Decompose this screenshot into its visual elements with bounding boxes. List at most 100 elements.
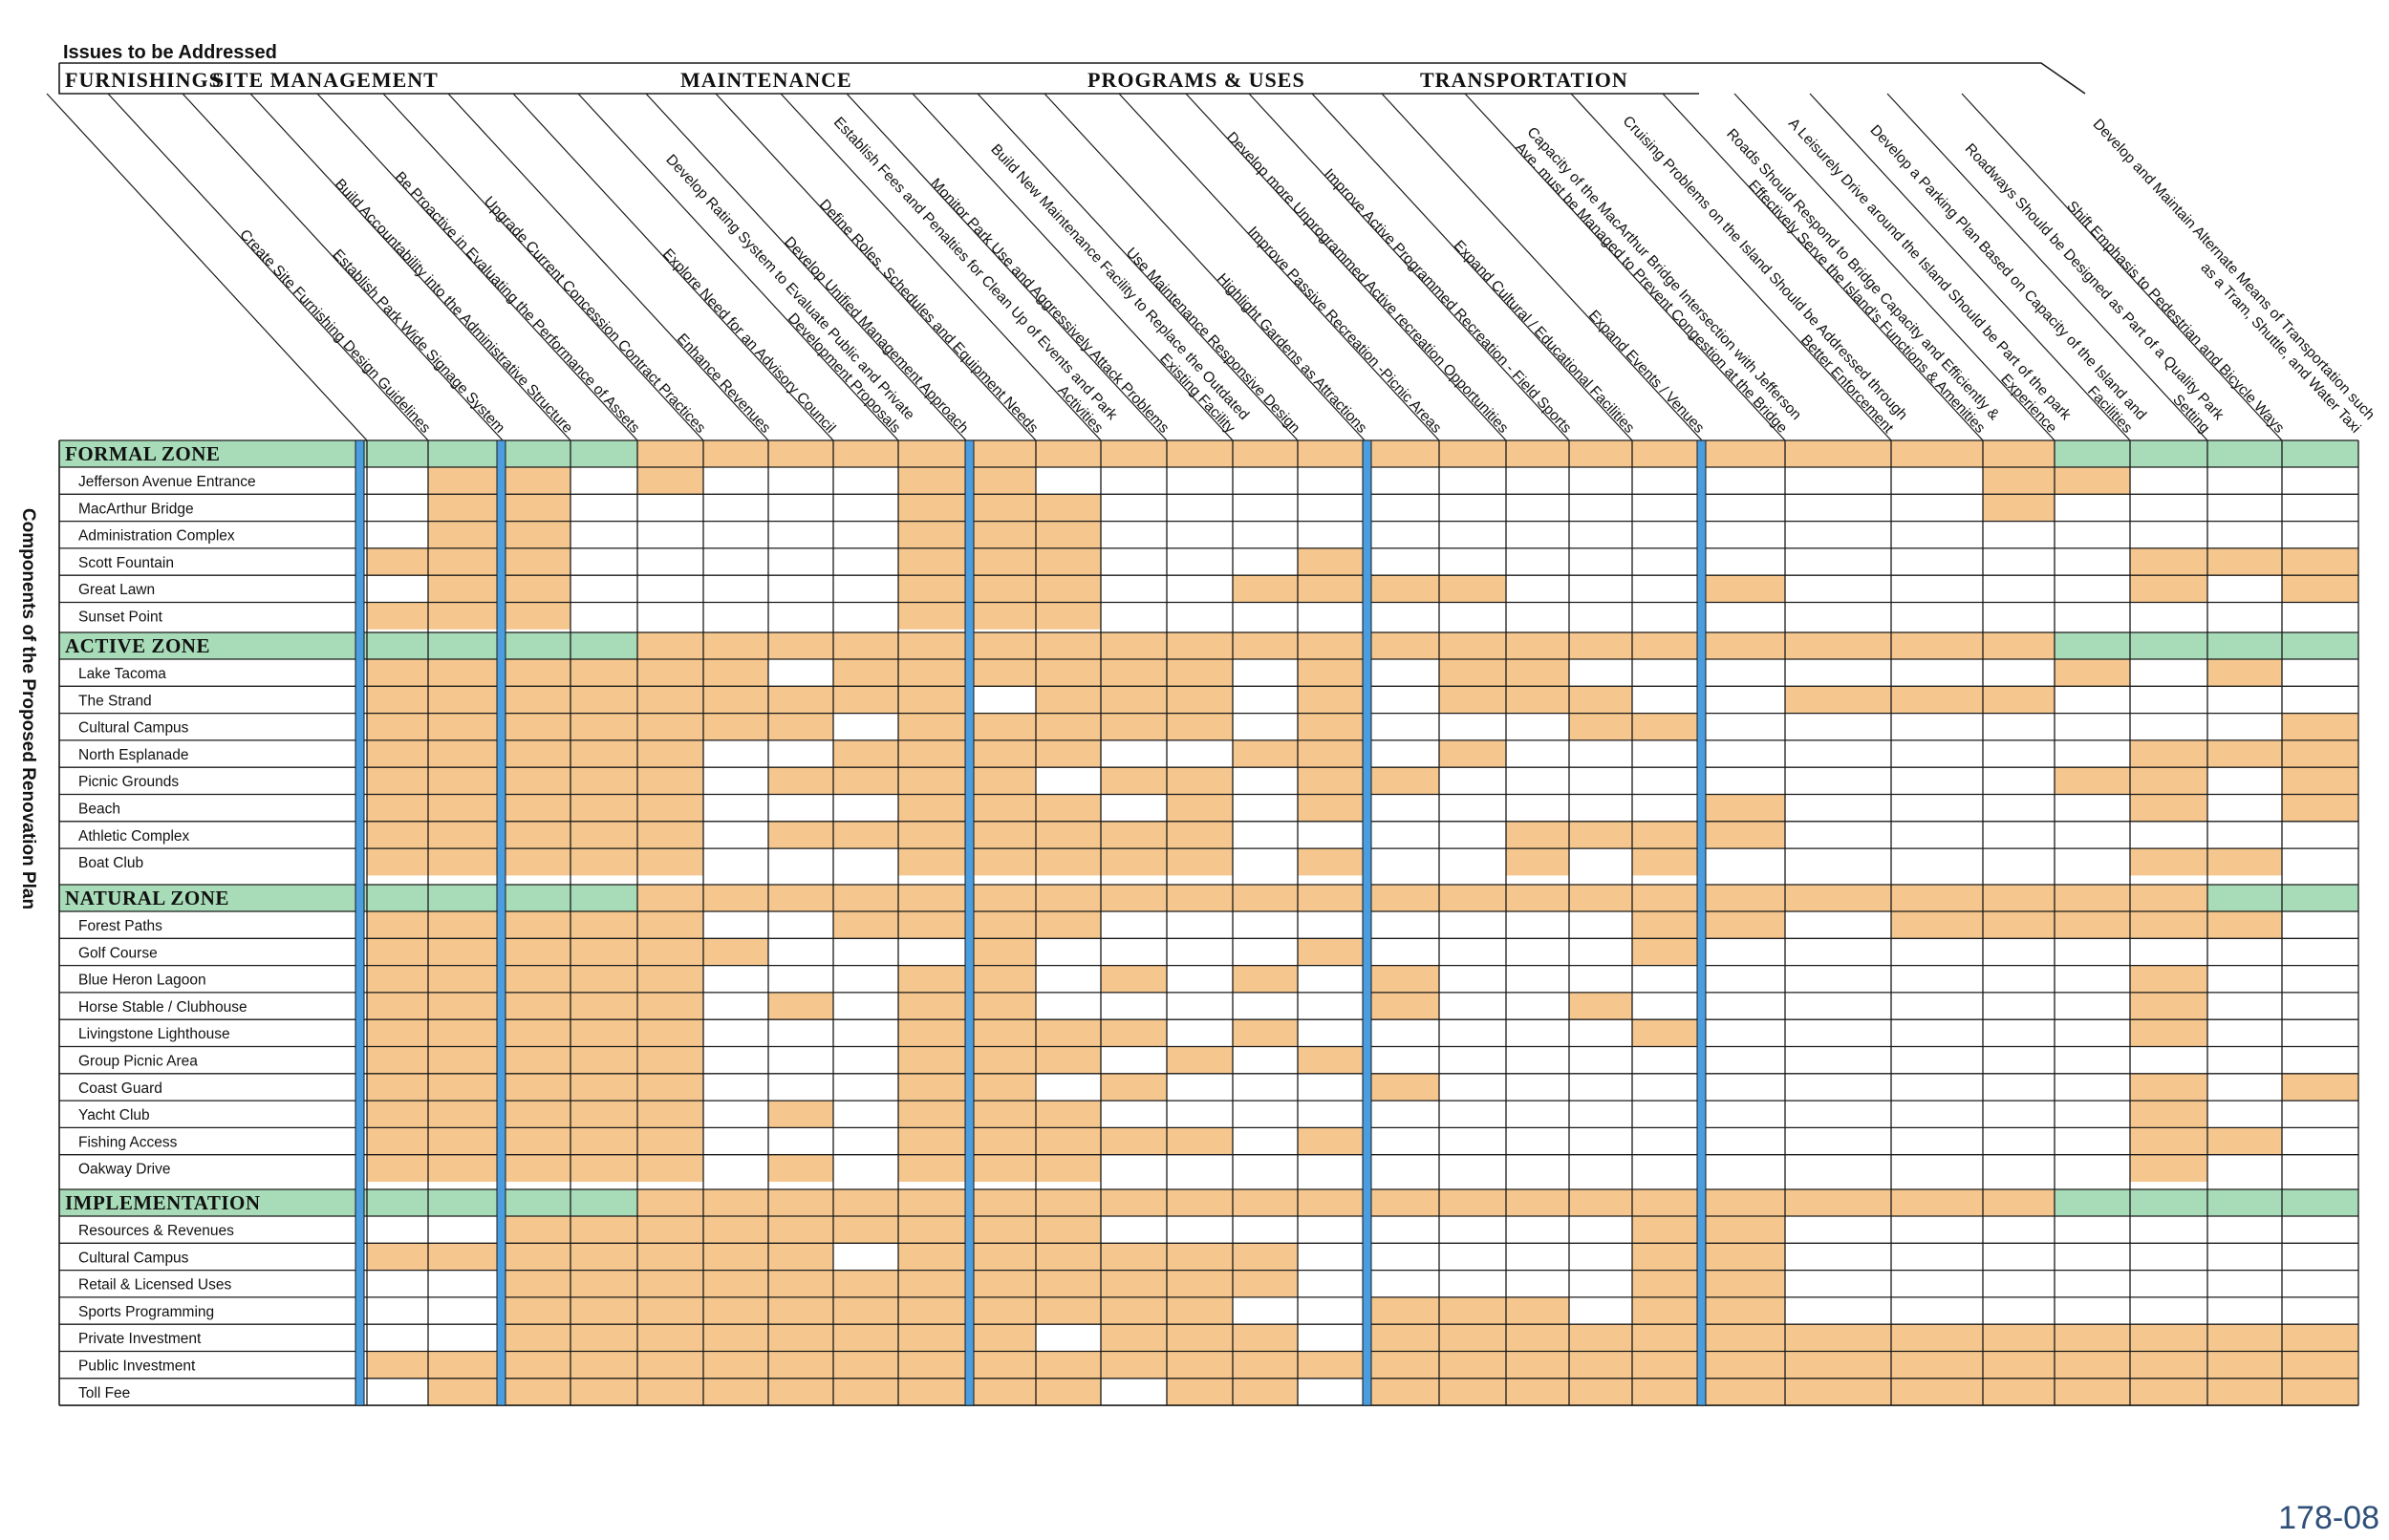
matrix-cell-marked <box>428 1351 503 1379</box>
matrix-cell-marked <box>768 992 833 1020</box>
matrix-cell-marked <box>367 659 428 687</box>
matrix-cell-empty <box>1785 659 1891 687</box>
matrix-cell-empty <box>1439 1216 1506 1244</box>
matrix-cell-empty <box>1101 1101 1167 1128</box>
matrix-cell-marked <box>2282 575 2358 603</box>
matrix-cell-marked <box>428 1378 503 1406</box>
matrix-cell-empty <box>1233 1216 1298 1244</box>
matrix-cell-marked <box>367 686 428 714</box>
matrix-cell-marked <box>637 686 703 714</box>
matrix-cell-empty <box>833 547 898 576</box>
matrix-cell-empty <box>1167 965 1233 993</box>
section-header-cell <box>768 440 833 467</box>
matrix-cell-empty <box>1365 494 1439 522</box>
matrix-cell-empty <box>1365 713 1439 740</box>
matrix-cell-marked <box>768 1154 833 1182</box>
section-header-cell <box>768 1189 833 1216</box>
matrix-cell-empty <box>768 467 833 495</box>
matrix-cell-marked <box>1233 1378 1298 1406</box>
matrix-cell-marked <box>966 467 1036 495</box>
matrix-cell-marked <box>1036 848 1101 876</box>
matrix-cell-marked <box>966 547 1036 576</box>
matrix-cell-marked <box>503 494 570 522</box>
matrix-cell-empty <box>2130 1243 2207 1271</box>
matrix-cell-empty <box>2055 794 2130 822</box>
matrix-cell-empty <box>2055 848 2130 876</box>
section-header-cell <box>1298 885 1365 911</box>
matrix-cell-empty <box>2130 659 2207 687</box>
matrix-cell-empty <box>367 521 428 548</box>
matrix-cell-empty <box>2207 467 2282 495</box>
matrix-cell-empty <box>2055 992 2130 1020</box>
section-header-cell <box>1439 1189 1506 1216</box>
matrix-cell-marked <box>898 794 966 822</box>
matrix-cell-empty <box>1891 1243 1983 1271</box>
section-header-cell <box>1632 885 1702 911</box>
matrix-cell-marked <box>1569 1351 1632 1379</box>
matrix-cell-empty <box>570 521 637 548</box>
matrix-cell-marked <box>2130 1019 2207 1047</box>
row-label: Public Investment <box>78 1358 196 1375</box>
matrix-cell-marked <box>1036 911 1101 939</box>
matrix-cell-marked <box>1891 1351 1983 1379</box>
matrix-cell-empty <box>1785 1296 1891 1325</box>
column-header-label: Development Proposals <box>785 310 904 437</box>
matrix-cell-empty <box>1785 713 1891 740</box>
category-separator-bar <box>964 439 975 1406</box>
matrix-cell-empty <box>1506 1046 1569 1074</box>
matrix-cell-empty <box>1101 494 1167 522</box>
matrix-cell-empty <box>1702 1127 1785 1155</box>
matrix-cell-empty <box>2207 992 2282 1020</box>
matrix-cell-empty <box>1632 467 1702 495</box>
matrix-cell-empty <box>1632 965 1702 993</box>
row-label: Cultural Campus <box>78 720 189 737</box>
matrix-cell-marked <box>898 767 966 795</box>
matrix-cell-empty <box>1632 739 1702 768</box>
matrix-cell-empty <box>703 1127 768 1155</box>
matrix-cell-empty <box>2282 1127 2358 1155</box>
matrix-cell-marked <box>503 467 570 495</box>
row-label: Coast Guard <box>78 1080 162 1097</box>
matrix-cell-empty <box>1785 1019 1891 1047</box>
matrix-cell-marked <box>503 686 570 714</box>
matrix-cell-empty <box>1702 1154 1785 1182</box>
matrix-cell-marked <box>1167 848 1233 876</box>
section-header-cell <box>966 440 1036 467</box>
section-header-cell <box>2055 885 2130 911</box>
row-label: Retail & Licensed Uses <box>78 1277 231 1294</box>
matrix-cell-empty <box>1785 1243 1891 1271</box>
matrix-cell-empty <box>833 848 898 876</box>
matrix-cell-empty <box>1365 848 1439 876</box>
section-header-cell <box>966 632 1036 659</box>
matrix-cell-marked <box>1785 1378 1891 1406</box>
matrix-cell-marked <box>2207 1127 2282 1155</box>
matrix-cell-marked <box>1167 1351 1233 1379</box>
section-header-cell <box>1101 1189 1167 1216</box>
matrix-cell-marked <box>2207 848 2282 876</box>
row-label: Sunset Point <box>78 610 163 626</box>
matrix-cell-empty <box>1891 521 1983 548</box>
matrix-cell-empty <box>1983 739 2055 768</box>
section-header-cell <box>768 632 833 659</box>
section-header-cell <box>637 885 703 911</box>
matrix-cell-marked <box>898 467 966 495</box>
matrix-cell-empty <box>2130 938 2207 966</box>
matrix-cell-empty <box>1439 992 1506 1020</box>
matrix-cell-empty <box>1506 767 1569 795</box>
matrix-cell-marked <box>1702 794 1785 822</box>
matrix-cell-marked <box>428 1019 503 1047</box>
matrix-cell-marked <box>428 686 503 714</box>
matrix-cell-empty <box>2055 1154 2130 1182</box>
section-header-cell <box>1167 885 1233 911</box>
matrix-cell-marked <box>1983 911 2055 939</box>
matrix-cell-empty <box>1506 602 1569 630</box>
matrix-cell-empty <box>367 575 428 603</box>
section-header-cell <box>898 632 966 659</box>
matrix-cell-marked <box>428 965 503 993</box>
matrix-cell-marked <box>637 767 703 795</box>
matrix-cell-marked <box>1036 1216 1101 1244</box>
matrix-cell-empty <box>2282 938 2358 966</box>
row-label: Forest Paths <box>78 918 162 934</box>
section-header-cell <box>1632 632 1702 659</box>
